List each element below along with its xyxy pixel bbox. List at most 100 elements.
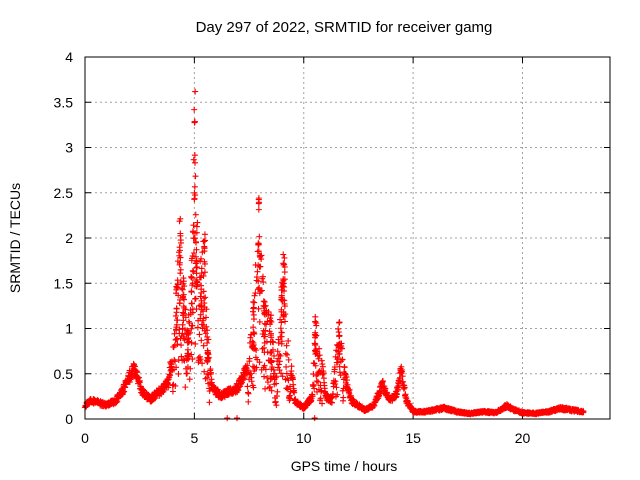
data-point [179, 293, 186, 300]
y-tick-label: 0.5 [54, 366, 74, 382]
data-point [273, 380, 280, 387]
data-point [256, 252, 263, 259]
data-point [194, 264, 201, 271]
data-point [189, 309, 196, 316]
data-point [192, 173, 199, 180]
data-point [192, 253, 199, 260]
data-point [200, 342, 207, 349]
data-point [185, 355, 192, 362]
data-point [188, 300, 195, 307]
data-point [197, 302, 204, 309]
data-point [224, 415, 231, 422]
data-point [197, 293, 204, 300]
data-point [204, 354, 211, 361]
data-point [277, 352, 284, 359]
data-point [253, 274, 260, 281]
data-point [255, 248, 262, 255]
data-point [204, 340, 211, 347]
data-point [332, 378, 339, 385]
data-point [273, 402, 280, 409]
data-point [313, 332, 320, 339]
data-point [178, 353, 185, 360]
data-point [261, 298, 268, 305]
data-point [169, 388, 176, 395]
data-point [279, 286, 286, 293]
data-point [289, 376, 296, 383]
data-point [197, 311, 204, 318]
data-point [181, 296, 188, 303]
y-tick-label: 3 [65, 140, 73, 156]
data-point [251, 292, 258, 299]
data-point [175, 370, 182, 377]
data-point [312, 342, 319, 349]
data-point [190, 156, 197, 163]
data-point [250, 341, 257, 348]
data-point [189, 280, 196, 287]
data-point [379, 378, 386, 385]
data-point [171, 342, 178, 349]
plot-frame [84, 56, 611, 420]
data-point [172, 358, 179, 365]
data-point [193, 270, 200, 277]
data-point [251, 330, 258, 337]
data-point [246, 355, 253, 362]
data-point [272, 374, 279, 381]
data-point [188, 325, 195, 332]
data-point [261, 349, 268, 356]
data-point [173, 283, 180, 290]
data-point [176, 259, 183, 266]
data-point [122, 384, 129, 391]
data-point [334, 391, 341, 398]
data-point [251, 299, 258, 306]
data-point [336, 319, 343, 326]
axes: 0 0.5 1 1.5 2 2.5 3 3.5 4 0 5 10 15 20 [54, 49, 610, 446]
data-point [202, 330, 209, 337]
data-point [288, 363, 295, 370]
data-point [206, 399, 213, 406]
data-point [190, 249, 197, 256]
data-point [255, 305, 262, 312]
data-point [255, 278, 262, 285]
data-point [275, 361, 282, 368]
data-point [201, 258, 208, 265]
data-point [264, 374, 271, 381]
data-point [283, 342, 290, 349]
data-point [202, 237, 209, 244]
data-point [285, 377, 292, 384]
data-point [188, 288, 195, 295]
data-point [192, 159, 199, 166]
data-point [280, 311, 287, 318]
data-point [234, 415, 241, 422]
data-point [200, 288, 207, 295]
data-point [180, 280, 187, 287]
data-point [273, 373, 280, 380]
y-tick-label: 3.5 [54, 94, 74, 110]
data-point [201, 295, 208, 302]
data-point [311, 415, 318, 422]
data-point [184, 370, 191, 377]
data-point [272, 398, 279, 405]
data-point [179, 286, 186, 293]
data-point [136, 377, 143, 384]
data-point [262, 385, 269, 392]
data-point [208, 369, 214, 376]
data-point [177, 270, 184, 277]
data-point [191, 152, 198, 159]
data-point [278, 329, 285, 336]
data-point [198, 337, 205, 344]
data-point [174, 341, 181, 348]
data-point [315, 378, 322, 385]
data-point [192, 211, 199, 218]
x-tick-label: 0 [81, 430, 89, 446]
data-point [201, 231, 208, 238]
data-point [256, 290, 263, 297]
data-point [193, 246, 200, 253]
data-point [177, 232, 184, 239]
data-point [271, 352, 277, 359]
chart-title: Day 297 of 2022, SRMTID for receiver gam… [196, 19, 493, 36]
data-point [335, 329, 342, 336]
data-point [580, 409, 587, 416]
data-point [200, 315, 207, 322]
y-tick-label: 0 [65, 411, 73, 427]
